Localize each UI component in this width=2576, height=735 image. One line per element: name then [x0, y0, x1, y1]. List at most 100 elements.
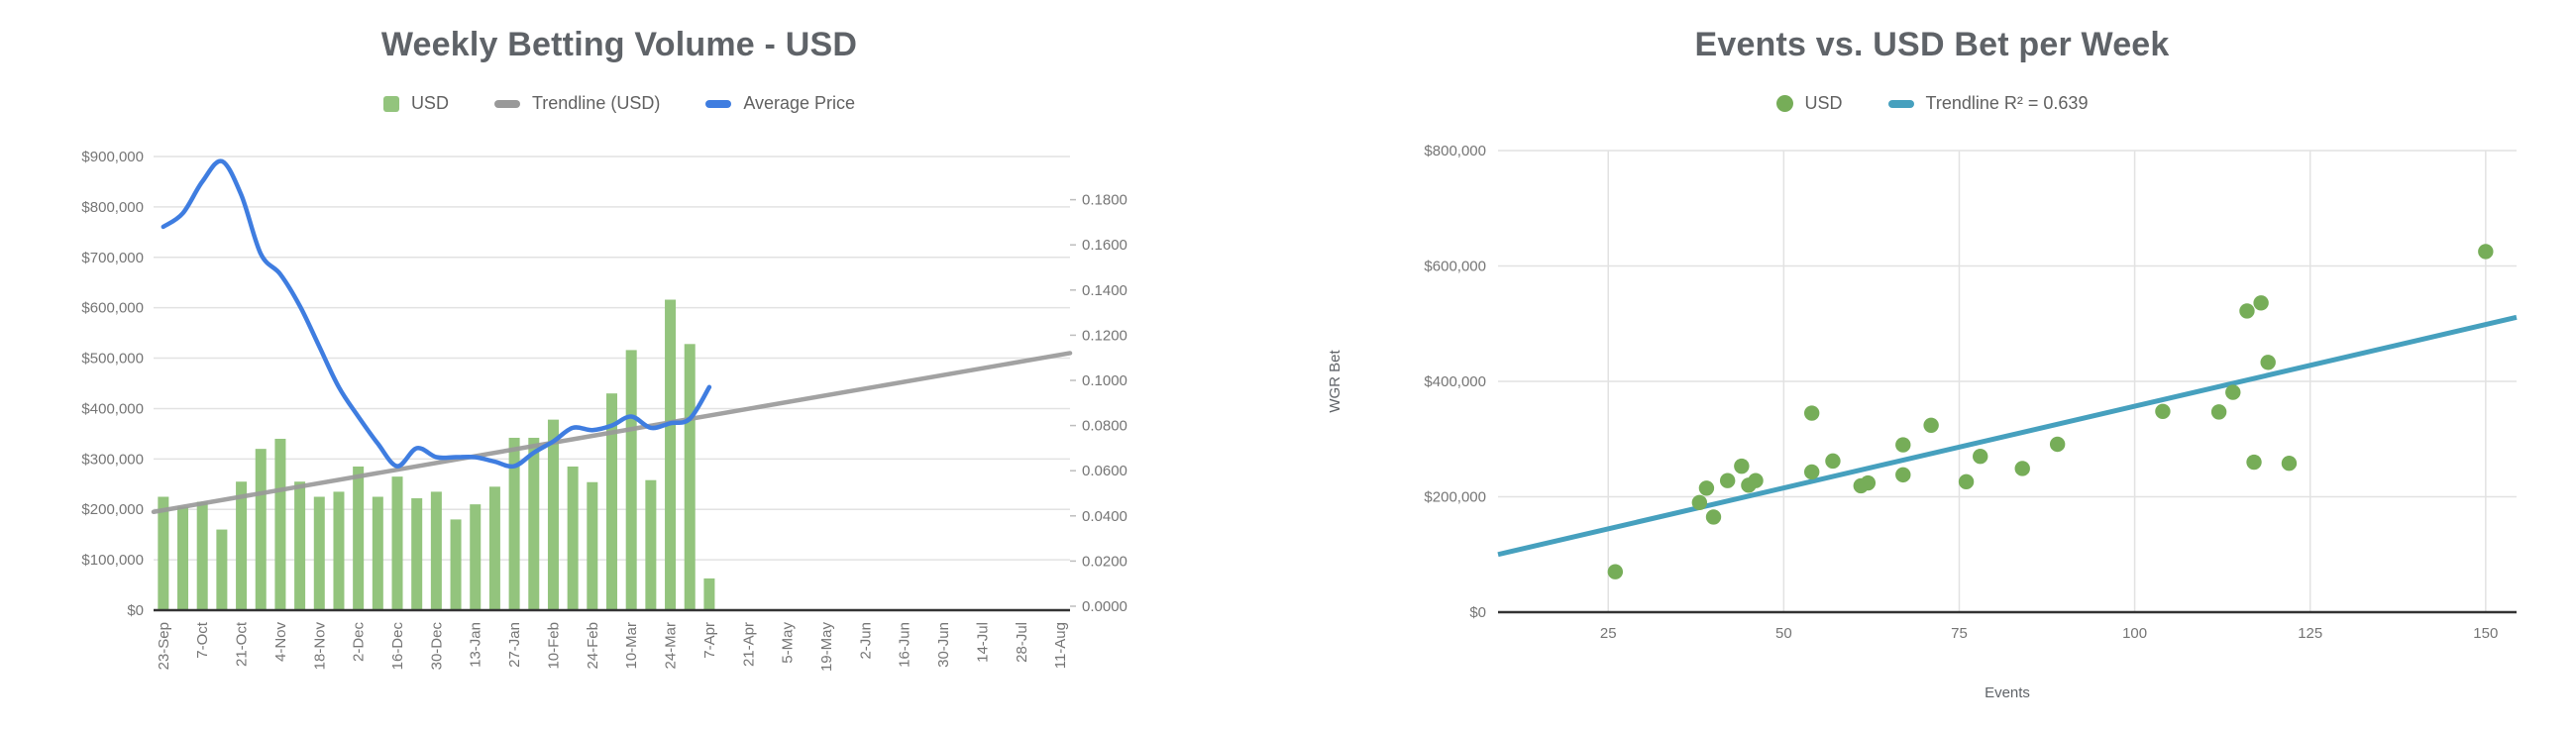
usd-volume-bar[interactable]: [587, 481, 598, 610]
usd-volume-bar[interactable]: [547, 419, 559, 610]
y-axis-tick-label: $200,000: [1424, 489, 1486, 506]
usd-volume-bar[interactable]: [606, 393, 617, 610]
usd-volume-bar[interactable]: [684, 344, 696, 610]
x-axis-tick-label: 125: [2298, 625, 2322, 642]
x-axis-title: Events: [1985, 684, 2030, 701]
usd-volume-bar[interactable]: [236, 481, 248, 610]
usd-data-point[interactable]: [2210, 404, 2227, 420]
usd-data-point[interactable]: [2246, 454, 2262, 471]
usd-volume-bar[interactable]: [177, 506, 189, 610]
usd-volume-bar[interactable]: [255, 449, 267, 610]
right-axis-tick-label: 0.0200: [1082, 553, 1127, 570]
usd-data-point[interactable]: [2239, 303, 2255, 319]
usd-volume-bar[interactable]: [411, 498, 423, 610]
usd-volume-bar[interactable]: [430, 491, 442, 610]
x-axis-date-label: 11-Aug: [1052, 622, 1069, 669]
legend-label: Average Price: [743, 93, 856, 113]
legend-label: Trendline (USD): [531, 93, 661, 113]
combo-chart-plot-area[interactable]: $0 $100,000 $200,000 $300,000 $400,000 $500,0…: [0, 129, 1238, 735]
usd-data-point[interactable]: [1734, 458, 1750, 474]
usd-data-point[interactable]: [1825, 453, 1841, 470]
usd-data-point[interactable]: [2253, 295, 2269, 311]
usd-data-point[interactable]: [1923, 417, 1939, 433]
left-axis-tick-label: $300,000: [81, 451, 144, 468]
legend-item-usd[interactable]: USD: [382, 93, 449, 114]
usd-data-point[interactable]: [1803, 405, 1820, 421]
x-axis-date-label: 21-Apr: [740, 622, 757, 667]
left-axis-tick-label: $100,000: [81, 552, 144, 569]
x-axis-tick-label: 75: [1951, 625, 1968, 642]
usd-volume-bar[interactable]: [274, 438, 286, 610]
usd-data-point[interactable]: [1973, 449, 1988, 465]
usd-data-point[interactable]: [2155, 403, 2171, 419]
usd-data-point[interactable]: [2478, 244, 2494, 260]
right-axis-tick-label: 0.1200: [1082, 327, 1127, 344]
left-axis-tick-label: $800,000: [81, 199, 144, 216]
right-axis-tick-label: 0.0000: [1082, 598, 1127, 615]
usd-data-point[interactable]: [1607, 564, 1624, 579]
scatter-trendline[interactable]: [1497, 314, 2518, 558]
events-vs-usd-scatter-chart[interactable]: Events vs. USD Bet per Week USD Trendlin…: [1288, 0, 2576, 735]
usd-data-point[interactable]: [1895, 437, 1911, 453]
scatter-plot-area[interactable]: 25 50 75 100 125 150 $0 $200,000 $400,000 $600,00…: [1288, 129, 2576, 735]
usd-volume-bar[interactable]: [216, 529, 228, 610]
usd-volume-bar[interactable]: [645, 479, 657, 610]
usd-volume-bar[interactable]: [158, 496, 169, 611]
usd-volume-bar[interactable]: [488, 486, 500, 610]
left-axis-tick-label: $200,000: [81, 501, 144, 518]
usd-volume-bar[interactable]: [294, 481, 306, 610]
legend-item-average-price[interactable]: Average Price: [705, 93, 855, 114]
usd-data-point[interactable]: [2049, 436, 2066, 453]
usd-volume-bar[interactable]: [567, 466, 579, 610]
usd-trendline[interactable]: [151, 351, 1073, 515]
usd-volume-bar[interactable]: [333, 491, 345, 610]
usd-volume-bar[interactable]: [470, 504, 482, 610]
right-axis-tick-label: 0.1400: [1082, 282, 1127, 299]
right-axis-tick-label: 0.0400: [1082, 508, 1127, 525]
usd-volume-bar[interactable]: [508, 437, 520, 610]
usd-volume-bar[interactable]: [196, 501, 208, 610]
average-price-line[interactable]: [161, 158, 712, 470]
usd-volume-bar[interactable]: [353, 466, 365, 610]
usd-volume-bar[interactable]: [391, 476, 403, 610]
legend-item-usd-points[interactable]: USD: [1775, 93, 1843, 114]
usd-data-point[interactable]: [2281, 456, 2298, 472]
x-axis-tick-label: 50: [1775, 625, 1792, 642]
x-axis-date-label: 4-Nov: [272, 622, 289, 663]
usd-point-swatch-icon: [1775, 95, 1793, 112]
usd-data-point[interactable]: [2225, 384, 2241, 400]
legend-item-trendline-usd[interactable]: Trendline (USD): [493, 93, 661, 114]
right-axis-tick-label: 0.1800: [1082, 192, 1127, 209]
usd-data-point[interactable]: [1860, 474, 1877, 491]
usd-volume-bar[interactable]: [450, 519, 462, 610]
usd-data-point[interactable]: [1705, 509, 1722, 525]
usd-data-point[interactable]: [1698, 480, 1715, 496]
usd-volume-bar[interactable]: [313, 496, 325, 611]
x-axis-date-label: 28-Jul: [1014, 622, 1030, 663]
usd-volume-bar[interactable]: [665, 299, 677, 610]
usd-volume-bar[interactable]: [625, 350, 637, 610]
left-chart-legend: USD Trendline (USD) Average Price: [0, 93, 1238, 114]
usd-data-point[interactable]: [2260, 355, 2276, 370]
usd-data-point[interactable]: [1895, 467, 1911, 483]
x-axis-date-label: 10-Mar: [623, 622, 640, 670]
x-axis-date-label: 2-Dec: [351, 622, 368, 663]
usd-volume-bar[interactable]: [703, 578, 715, 610]
usd-data-point[interactable]: [1803, 464, 1820, 480]
usd-volume-bar[interactable]: [528, 437, 540, 610]
usd-data-point[interactable]: [1748, 472, 1764, 488]
usd-data-point[interactable]: [1719, 472, 1736, 488]
weekly-betting-volume-chart[interactable]: Weekly Betting Volume - USD USD Trendlin…: [0, 0, 1238, 735]
y-axis-tick-label: $0: [1469, 604, 1486, 621]
right-axis-tick-label: 0.1000: [1082, 372, 1127, 389]
x-axis-date-label: 13-Jan: [468, 622, 484, 668]
right-axis-tick-label: 0.0800: [1082, 418, 1127, 435]
x-axis-date-label: 30-Jun: [935, 622, 952, 668]
left-chart-title: Weekly Betting Volume - USD: [380, 26, 858, 63]
usd-data-point[interactable]: [1691, 494, 1708, 511]
usd-data-point[interactable]: [2014, 461, 2030, 476]
legend-item-trendline-r2[interactable]: Trendline R² = 0.639: [1887, 93, 2088, 114]
usd-data-point[interactable]: [1958, 473, 1975, 490]
usd-volume-bar[interactable]: [372, 496, 383, 611]
